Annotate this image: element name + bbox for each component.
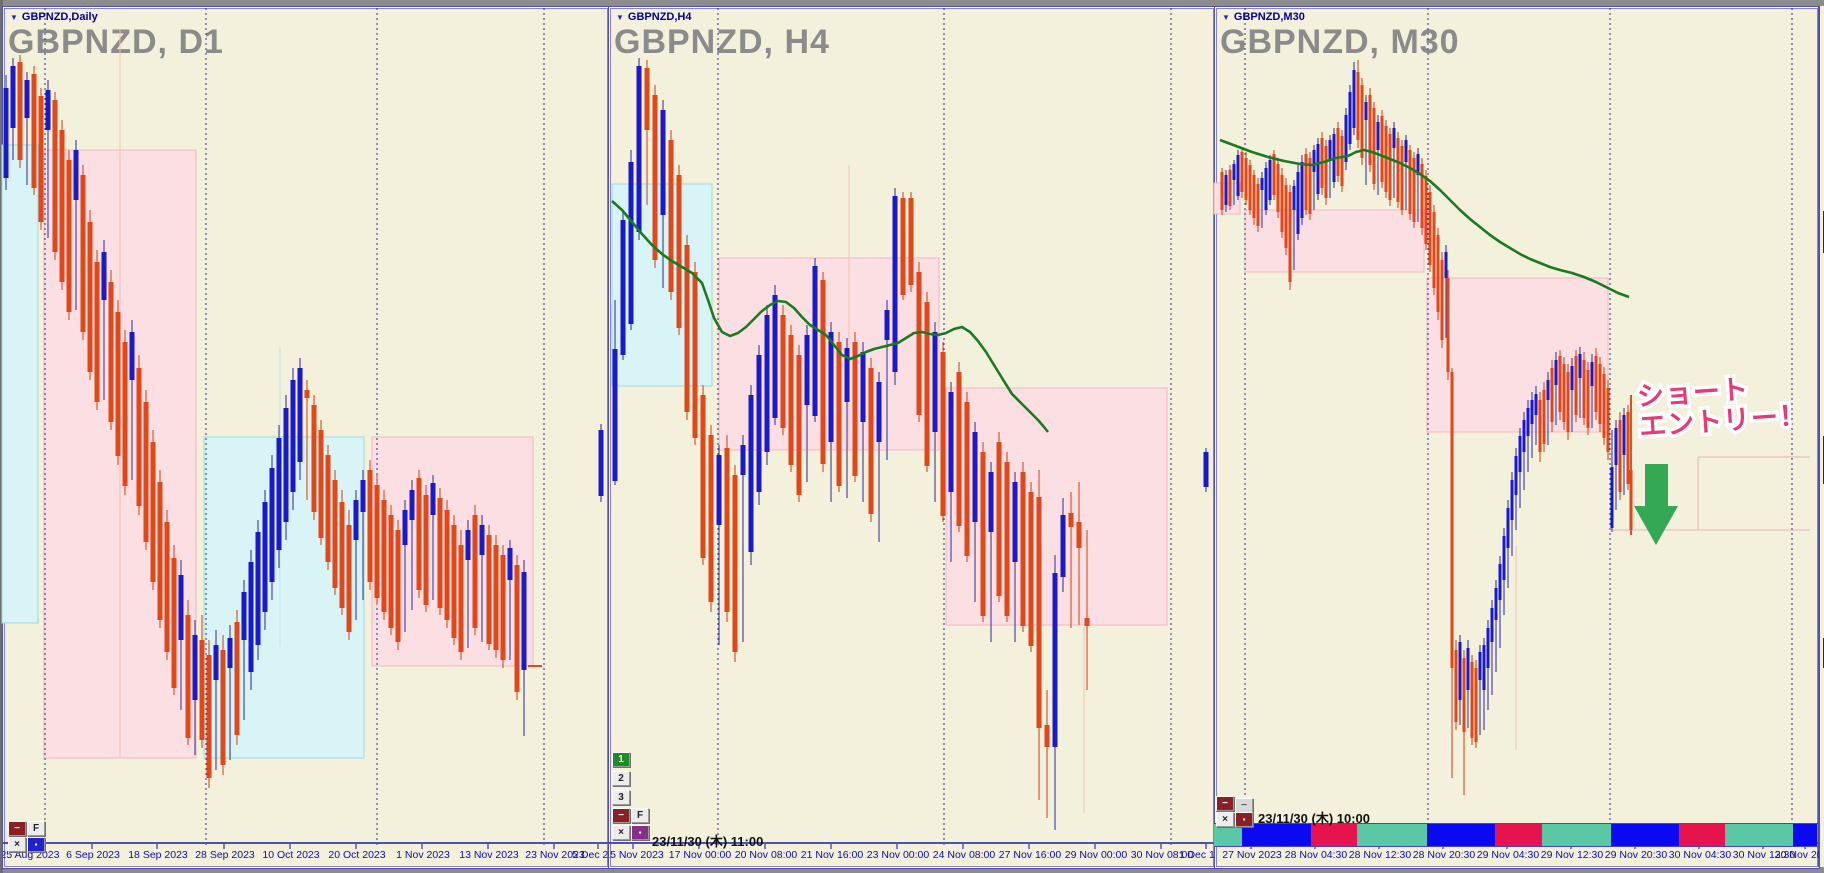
time-axis-label: 20 Oct 2023 bbox=[328, 849, 386, 861]
time-axis-label: 10 Oct 2023 bbox=[262, 849, 320, 861]
chart-plot-area-h4[interactable] bbox=[611, 9, 1213, 842]
time-axis-label: 23 Nov 2023 bbox=[525, 849, 585, 861]
window-title-m30[interactable]: ▼ GBPNZD,M30 bbox=[1222, 11, 1305, 23]
time-axis-label: 28 Nov 12:30 bbox=[1348, 849, 1412, 861]
time-axis-label: 23 Nov 00:00 bbox=[866, 849, 930, 861]
chart-plot-area-d1[interactable] bbox=[5, 9, 607, 842]
trend-indicator-bar bbox=[1214, 823, 1818, 847]
dot-button[interactable]: ▪ bbox=[631, 825, 649, 840]
last-candle-timestamp-m30: 23/11/30 (木) 10:00 bbox=[1258, 811, 1371, 826]
time-axis-label: 21 Nov 16:00 bbox=[800, 849, 864, 861]
time-axis-label: 27 Nov 2023 bbox=[1222, 849, 1282, 861]
time-axis-label: 18 Sep 2023 bbox=[128, 849, 188, 861]
indicator-3-button[interactable]: 3 bbox=[612, 790, 630, 805]
time-axis-h4[interactable]: 15 Nov 2023 17 Nov 00:00 20 Nov 08:00 21 No… bbox=[609, 846, 1215, 866]
time-axis-label: 28 Sep 2023 bbox=[195, 849, 255, 861]
next-window-sliver bbox=[1818, 6, 1824, 867]
time-axis-d1[interactable]: 25 Aug 2023 6 Sep 2023 18 Sep 2023 28 Sep 2… bbox=[3, 846, 609, 866]
chart-window-d1: ▼ GBPNZD,Daily GBPNZD, D1 25 Aug 2023 6 Se… bbox=[2, 6, 610, 869]
f-button[interactable]: F bbox=[27, 821, 45, 836]
chart-window-h4: ▼ GBPNZD,H4 GBPNZD, H4 15 Nov 2023 17 Nov … bbox=[608, 6, 1216, 869]
last-candle-timestamp-h4: 23/11/30 (木) 11:00 bbox=[652, 834, 764, 849]
close-button[interactable]: × bbox=[1216, 812, 1234, 827]
axis-separator bbox=[609, 842, 1215, 844]
time-axis-label: 13 Nov 2023 bbox=[459, 849, 519, 861]
trend-indicator-segment bbox=[1542, 824, 1611, 846]
time-axis-label: 1 Nov 2023 bbox=[396, 849, 450, 861]
trend-indicator-segment bbox=[1793, 824, 1817, 846]
short-entry-annotation: ショート ショート エントリー！ エントリー！ bbox=[1633, 370, 1812, 446]
window-title-h4[interactable]: ▼ GBPNZD,H4 bbox=[616, 11, 691, 23]
axis-separator bbox=[3, 842, 609, 844]
trend-indicator-segment bbox=[1427, 824, 1495, 846]
time-axis-label: 20 Nov 08:00 bbox=[734, 849, 798, 861]
time-axis-label: 15 Nov 2023 bbox=[609, 849, 664, 861]
trend-indicator-segment bbox=[1357, 824, 1427, 846]
time-axis-label: 30 Nov 08:00 bbox=[1130, 849, 1194, 861]
symbol-watermark: GBPNZD, M30 bbox=[1220, 23, 1460, 61]
time-axis-label: 24 Nov 08:00 bbox=[932, 849, 996, 861]
minimize-button[interactable]: − bbox=[1216, 796, 1234, 811]
time-axis-m30[interactable]: 27 Nov 2023 28 Nov 04:30 28 Nov 12:30 28 No… bbox=[1215, 846, 1819, 866]
time-axis-label: 6 Sep 2023 bbox=[66, 849, 120, 861]
symbol-watermark: GBPNZD, D1 bbox=[8, 23, 224, 61]
dropdown-arrow-icon: ▼ bbox=[616, 13, 624, 22]
time-axis-label: 1 Dec 16:00 bbox=[1178, 849, 1215, 861]
indicator-1-button[interactable]: 1 bbox=[612, 752, 630, 767]
window-title-text: GBPNZD,Daily bbox=[21, 11, 98, 23]
minimize-button[interactable]: − bbox=[612, 808, 630, 823]
time-axis-label: 29 Nov 04:30 bbox=[1476, 849, 1540, 861]
time-axis-label: 5 Dec 2023 bbox=[572, 849, 609, 861]
symbol-watermark: GBPNZD, H4 bbox=[614, 23, 830, 61]
trend-indicator-segment bbox=[1495, 824, 1542, 846]
dot-button[interactable]: ▪ bbox=[1235, 812, 1253, 827]
time-axis-label: 25 Aug 2023 bbox=[3, 849, 60, 861]
trend-indicator-segment bbox=[1214, 824, 1242, 846]
minimize-button[interactable]: − bbox=[8, 821, 26, 836]
time-axis-label: 30 Nov 12:30 bbox=[1732, 849, 1796, 861]
f-button[interactable]: F bbox=[631, 808, 649, 823]
indicator-2-button[interactable]: 2 bbox=[612, 771, 630, 786]
time-axis-label: 27 Nov 16:00 bbox=[998, 849, 1062, 861]
window-title-text: GBPNZD,M30 bbox=[1233, 11, 1305, 23]
close-button[interactable]: × bbox=[8, 837, 26, 852]
trend-indicator-segment bbox=[1679, 824, 1725, 846]
chart-window-m30: ▼ GBPNZD,M30 GBPNZD, M30 27 Nov 2023 28 No… bbox=[1214, 6, 1820, 869]
time-axis-label: 17 Nov 00:00 bbox=[668, 849, 732, 861]
minimize2-button[interactable]: − bbox=[1235, 798, 1253, 813]
trend-indicator-segment bbox=[1242, 824, 1311, 846]
window-title-d1[interactable]: ▼ GBPNZD,Daily bbox=[10, 11, 98, 23]
time-axis-label: 28 Nov 20:30 bbox=[1412, 849, 1476, 861]
trend-indicator-segment bbox=[1725, 824, 1793, 846]
trend-indicator-segment bbox=[1311, 824, 1357, 846]
dot-button[interactable]: ▪ bbox=[27, 837, 45, 852]
time-axis-label: 29 Nov 00:00 bbox=[1064, 849, 1128, 861]
dropdown-arrow-icon: ▼ bbox=[1222, 13, 1230, 22]
dropdown-arrow-icon: ▼ bbox=[10, 13, 18, 22]
time-axis-label: 29 Nov 12:30 bbox=[1540, 849, 1604, 861]
time-axis-label: 29 Nov 20:30 bbox=[1604, 849, 1668, 861]
trend-indicator-segment bbox=[1611, 824, 1679, 846]
time-axis-label: 28 Nov 04:30 bbox=[1284, 849, 1348, 861]
window-title-text: GBPNZD,H4 bbox=[627, 11, 692, 23]
close-button[interactable]: × bbox=[612, 825, 630, 840]
time-axis-label: 30 Nov 20:30 bbox=[1774, 849, 1819, 861]
time-axis-label: 30 Nov 04:30 bbox=[1668, 849, 1732, 861]
